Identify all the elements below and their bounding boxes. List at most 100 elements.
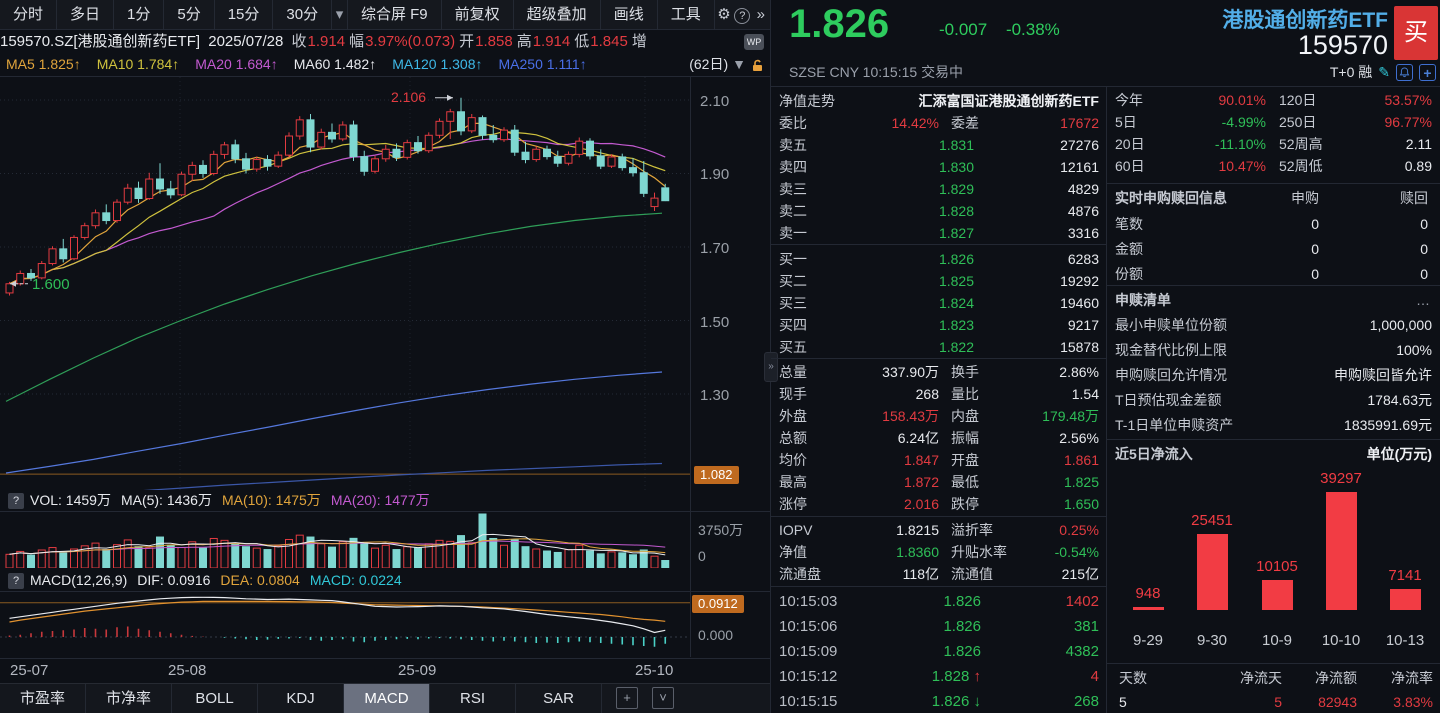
indicator-tab-市盈率[interactable]: 市盈率 — [0, 684, 86, 713]
period-dropdown-icon[interactable]: ▾ — [332, 0, 348, 30]
period-tab-5[interactable]: 30分 — [273, 0, 333, 30]
tick-direction-icon: ↑ — [969, 668, 981, 685]
volume-header: ? VOL: 1459万 MA(5): 1436万 MA(10): 1475万 MA(2… — [0, 490, 770, 511]
bid-price: 1.823 — [938, 317, 974, 333]
price-change: -0.007 — [939, 20, 988, 39]
pencil-icon[interactable]: ✎ — [1378, 63, 1390, 80]
iopv-value: 118亿 — [902, 566, 939, 582]
redemption-value: 1835991.69元 — [1344, 417, 1432, 433]
exchange-label: SZSE — [789, 64, 826, 80]
bid-row[interactable]: 买四 1.823 9217 — [771, 314, 1107, 336]
macd-legend-item: DIF: 0.0916 — [137, 572, 211, 588]
alert-bell-icon[interactable] — [1396, 63, 1413, 81]
indicator-dropdown-icon[interactable]: ˅ — [652, 687, 674, 709]
tick-time: 10:15:06 — [779, 618, 838, 635]
ask-row[interactable]: 卖四 1.830 12161 — [771, 156, 1107, 178]
toolbar-button-2[interactable]: 超级叠加 — [514, 0, 601, 30]
stat-row: 外盘 158.43万 内盘 179.48万 — [771, 405, 1107, 427]
netflow-bar-value: 948 — [1135, 585, 1161, 602]
bid-price: 1.825 — [938, 273, 974, 289]
toolbar-button-1[interactable]: 前复权 — [442, 0, 514, 30]
performance-value: 96.77% — [1384, 114, 1432, 130]
performance-row: 今年 90.01% 120日 53.57% — [1107, 89, 1440, 111]
volume-chart[interactable] — [0, 512, 690, 568]
period-tab-1[interactable]: 多日 — [57, 0, 115, 30]
add-to-watchlist-icon[interactable]: + — [1419, 63, 1436, 81]
bid-price: 1.824 — [938, 295, 974, 311]
indicator-tab-KDJ[interactable]: KDJ — [258, 684, 344, 713]
redemption-row: T-1日单位申赎资产 1835991.69元 — [1107, 413, 1440, 438]
indicator-tab-RSI[interactable]: RSI — [430, 684, 516, 713]
bid-row[interactable]: 买二 1.825 19292 — [771, 270, 1107, 292]
price-change-pct: -0.38% — [1005, 20, 1060, 39]
bars-count-label[interactable]: (62日) — [689, 56, 729, 72]
tick-direction-icon: ↓ — [969, 693, 981, 710]
tick-volume: 1402 — [1065, 593, 1099, 610]
ask-row[interactable]: 卖二 1.828 4876 — [771, 200, 1107, 222]
ohlc-field-label: 开 — [459, 33, 475, 50]
toolbar-button-0[interactable]: 综合屏 F9 — [348, 0, 442, 30]
ohlc-field-value: 3.97%(0.073) — [365, 33, 456, 50]
more-tools-icon[interactable]: » — [756, 5, 765, 23]
price-axis-tick: 1.90 — [700, 166, 730, 183]
redemption-row: T日预估现金差额 1784.63元 — [1107, 388, 1440, 413]
time-axis-label: 25-10 — [635, 662, 674, 679]
toolbar-button-3[interactable]: 画线 — [601, 0, 658, 30]
stat-row: 涨停 2.016 跌停 1.650 — [771, 493, 1107, 515]
indicator-tab-SAR[interactable]: SAR — [516, 684, 602, 713]
ask-row[interactable]: 卖五 1.831 27276 — [771, 134, 1107, 156]
redemption-row: 申购赎回允许情况 申购赎回皆允许 — [1107, 363, 1440, 388]
period-tab-2[interactable]: 1分 — [114, 0, 165, 30]
period-tab-3[interactable]: 5分 — [164, 0, 215, 30]
period-tab-4[interactable]: 15分 — [215, 0, 274, 30]
chevron-down-icon[interactable]: ▼ — [732, 56, 746, 72]
tick-price: 1.826 — [943, 618, 981, 635]
stat-row: 均价 1.847 开盘 1.861 — [771, 449, 1107, 471]
fund-nav-row[interactable]: 净值走势 汇添富国证港股通创新药ETF — [771, 90, 1107, 112]
ma-legend-row: MA5 1.825↑ MA10 1.784↑ MA20 1.684↑ MA60 1.4… — [0, 53, 770, 76]
indicator-tab-市净率[interactable]: 市净率 — [86, 684, 172, 713]
ohlc-field-value: 1.914 — [307, 33, 346, 50]
volume-help-icon[interactable]: ? — [8, 493, 24, 510]
performance-value: 53.57% — [1384, 92, 1432, 108]
more-icon[interactable]: … — [1416, 292, 1430, 308]
subscription-value: 0 — [1311, 241, 1319, 257]
stat-value: 6.24亿 — [897, 430, 939, 446]
period-tab-0[interactable]: 分时 — [0, 0, 58, 30]
security-code: 159570 — [1297, 30, 1388, 60]
netflow-bar — [1197, 534, 1228, 610]
help-icon[interactable]: ? — [733, 0, 751, 30]
netflow-date-label: 10-9 — [1261, 632, 1293, 649]
symbol-label: 159570.SZ[港股通创新药ETF] — [0, 33, 201, 50]
ask-row[interactable]: 卖一 1.827 3316 — [771, 222, 1107, 244]
indicator-tab-BOLL[interactable]: BOLL — [172, 684, 258, 713]
macd-chart[interactable] — [0, 592, 690, 656]
stat-value: 1.54 — [1071, 386, 1099, 402]
indicator-tab-MACD[interactable]: MACD — [344, 684, 430, 713]
collapse-panel-handle[interactable]: » — [764, 352, 778, 382]
netflow-date-label: 9-30 — [1196, 632, 1228, 649]
tick-volume: 268 — [1073, 693, 1099, 710]
ask-row[interactable]: 卖三 1.829 4829 — [771, 178, 1107, 200]
redemption-title: 申赎清单 — [1115, 292, 1171, 308]
unlock-icon[interactable] — [750, 58, 764, 72]
toolbar-button-4[interactable]: 工具 — [658, 0, 715, 30]
gear-icon[interactable]: ⚙ — [717, 5, 731, 23]
redemption-header: 申赎清单 … — [1107, 289, 1440, 311]
bid-row[interactable]: 买一 1.826 6283 — [771, 248, 1107, 270]
webpage-widget-icon[interactable]: WP — [744, 34, 764, 50]
candlestick-chart[interactable]: 2.106 1.600 — [0, 77, 690, 490]
macd-legend-item: DEA: 0.0804 — [220, 572, 300, 588]
tick-row: 10:15:06 1.826 381 — [771, 614, 1107, 639]
t0-margin-label: T+0 融 — [1329, 64, 1373, 80]
macd-help-icon[interactable]: ? — [8, 573, 24, 590]
fund-name: 汇添富国证港股通创新药ETF — [918, 93, 1099, 109]
add-indicator-icon[interactable]: + — [616, 687, 638, 709]
volume-legend-item: MA(20): 1477万 — [330, 492, 430, 508]
bid-row[interactable]: 买五 1.822 15878 — [771, 336, 1107, 358]
bid-row[interactable]: 买三 1.824 19460 — [771, 292, 1107, 314]
stat-value: 179.48万 — [1042, 408, 1099, 424]
ask-price: 1.828 — [938, 203, 974, 219]
buy-button[interactable]: 买 — [1394, 6, 1438, 60]
svg-text:2.106: 2.106 — [391, 89, 426, 105]
